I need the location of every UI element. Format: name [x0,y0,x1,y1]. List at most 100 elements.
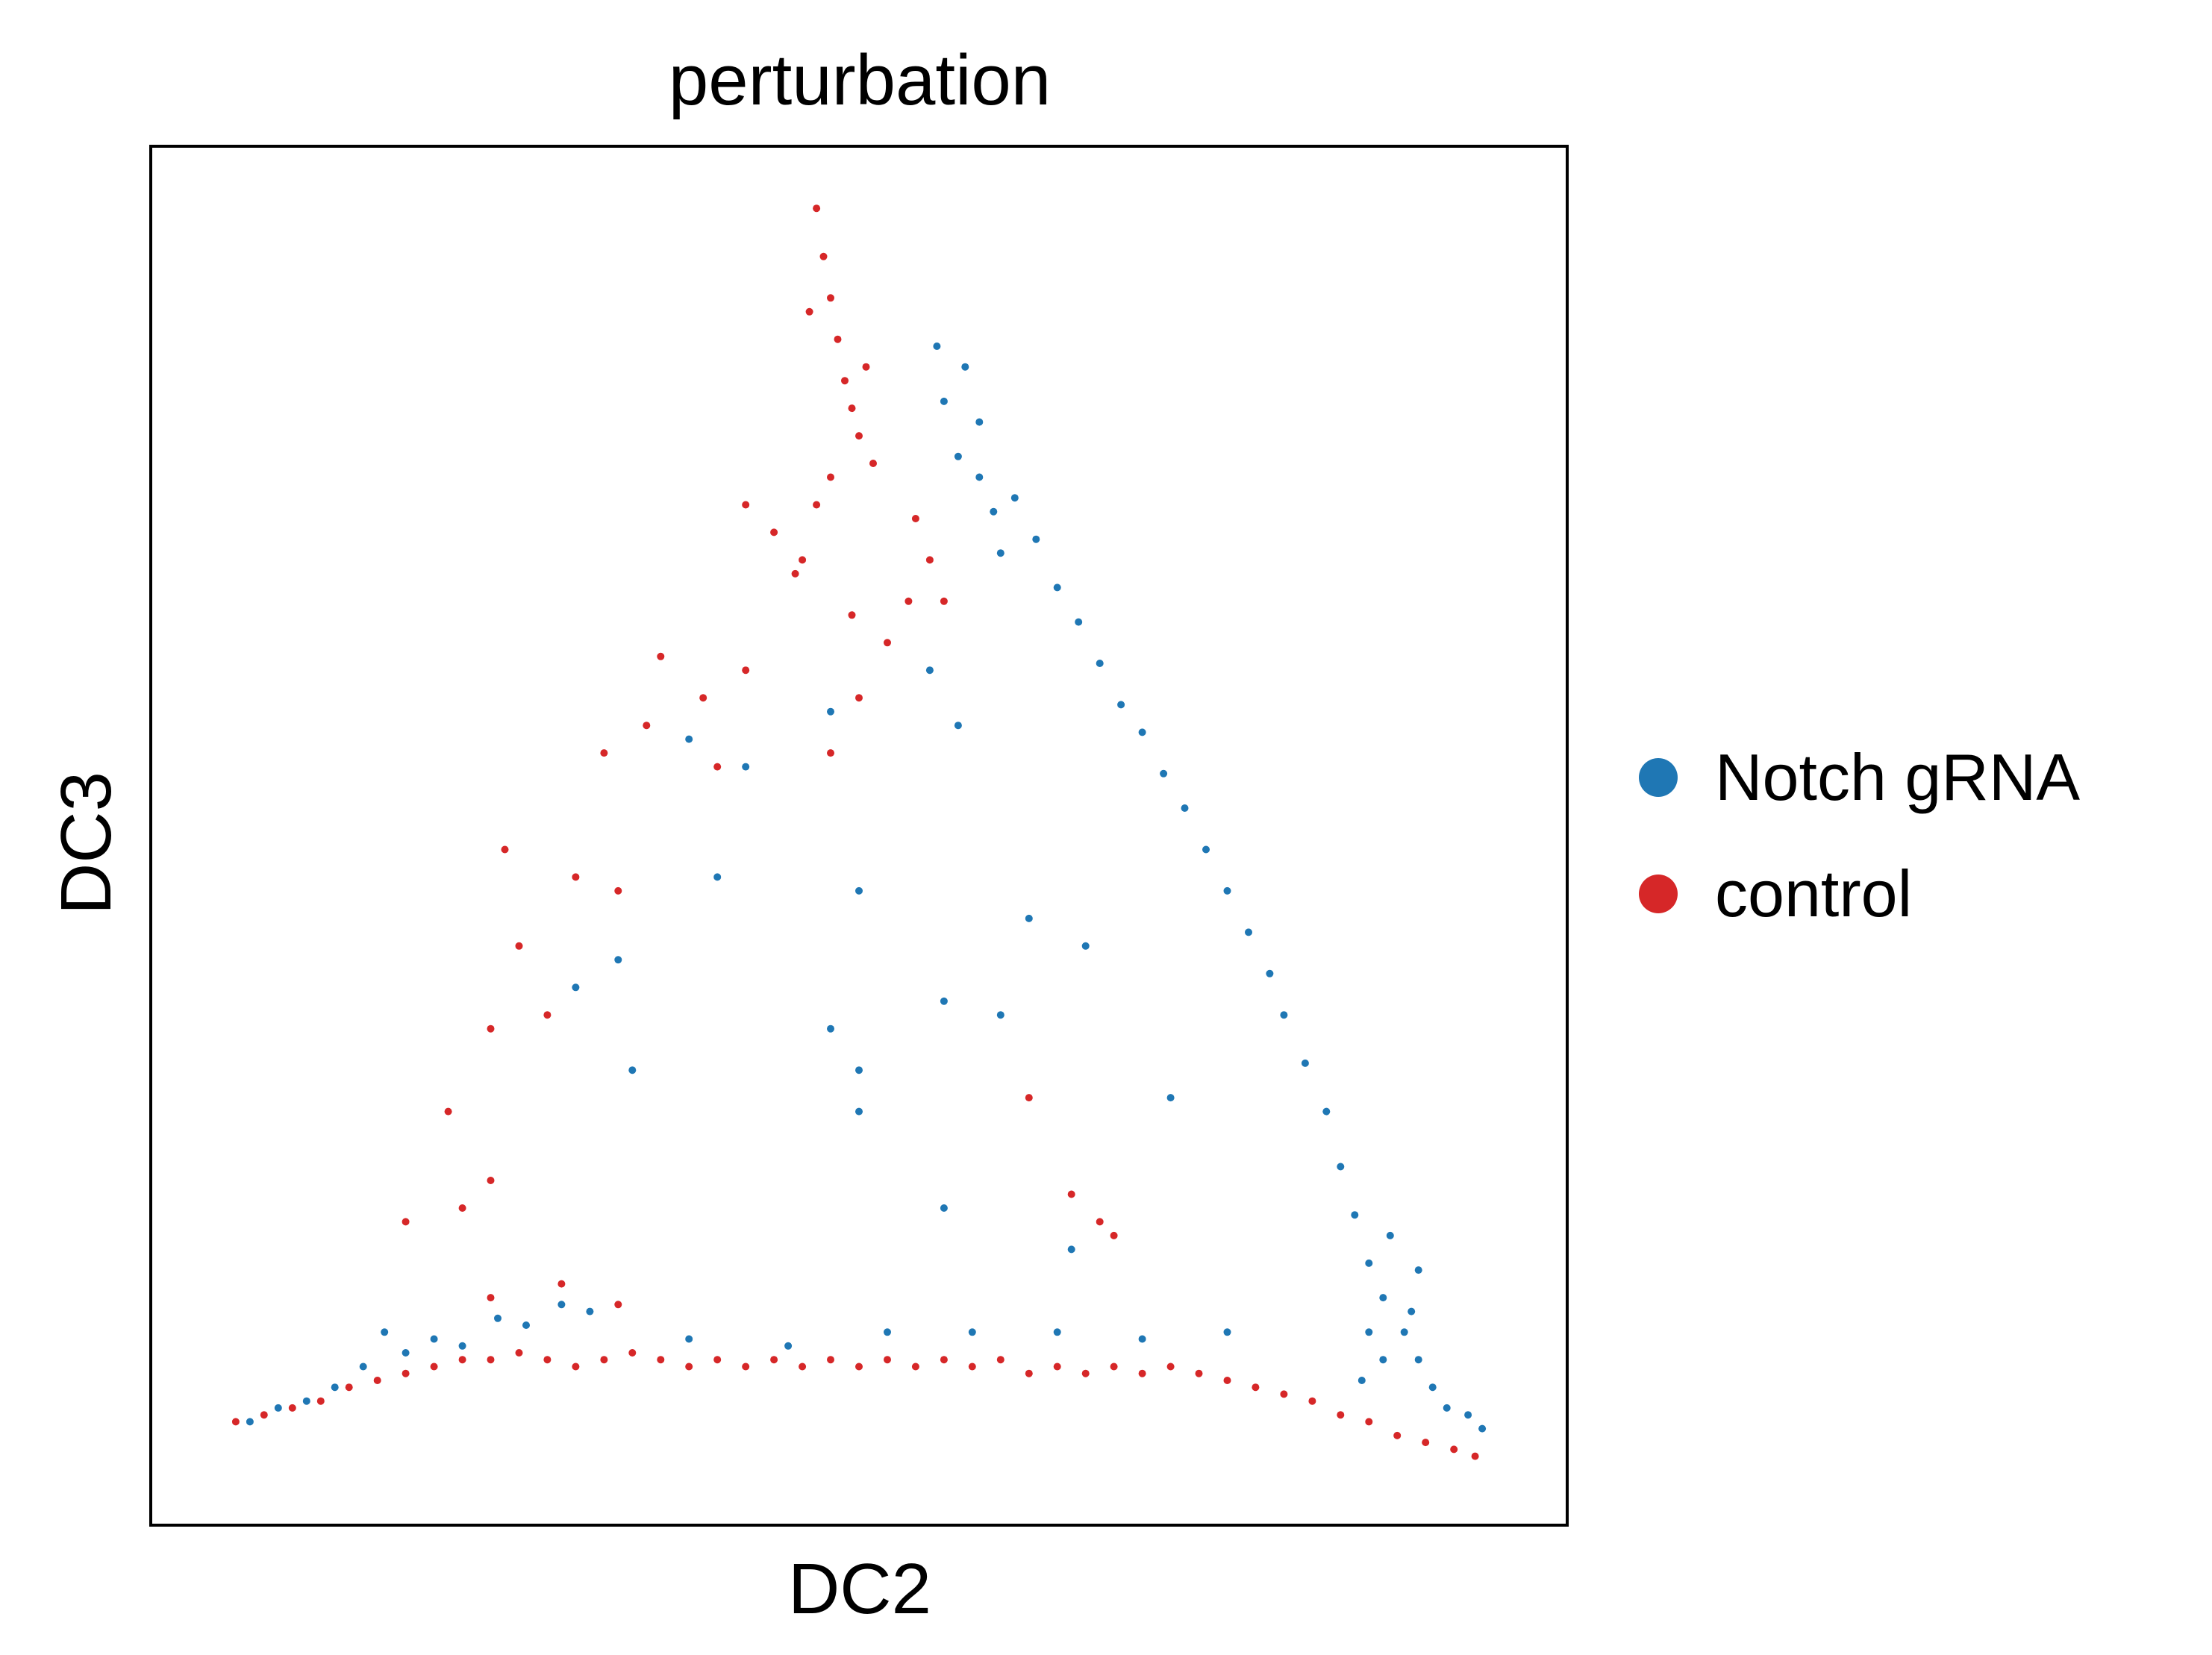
point-0-23 [1322,1107,1331,1116]
point-1-91 [487,1294,495,1302]
point-0-8 [1010,494,1019,502]
point-1-40 [1067,1190,1075,1198]
point-1-8 [862,363,870,371]
point-1-81 [1280,1390,1288,1398]
point-1-24 [657,652,665,660]
point-0-52 [246,1418,254,1426]
point-1-53 [487,1356,495,1364]
point-1-21 [799,556,807,564]
point-1-35 [543,1011,552,1019]
point-1-22 [742,666,750,675]
point-0-39 [1365,1328,1373,1336]
point-0-50 [302,1397,310,1405]
point-0-7 [996,549,1005,557]
point-0-46 [557,1301,566,1309]
point-1-78 [1195,1369,1203,1377]
point-0-21 [1280,1011,1288,1019]
point-1-77 [1166,1363,1175,1371]
point-0-38 [1408,1307,1416,1315]
point-0-54 [784,1342,793,1350]
point-0-71 [827,707,834,716]
point-0-25 [1351,1211,1359,1219]
chart-title: perturbation [669,40,1051,120]
series-0 [246,342,1487,1433]
point-1-50 [402,1369,410,1377]
point-1-38 [458,1204,466,1212]
point-1-27 [827,749,834,757]
point-1-87 [1450,1445,1458,1454]
legend-label-notch: Notch gRNA [1715,740,2080,814]
point-1-18 [905,597,913,605]
point-1-52 [458,1356,466,1364]
point-1-56 [572,1363,580,1371]
point-1-74 [1081,1369,1090,1377]
point-0-59 [1223,1328,1231,1336]
point-0-57 [1053,1328,1061,1336]
point-1-9 [869,460,877,467]
point-0-37 [1357,1377,1366,1384]
point-1-55 [543,1356,552,1364]
point-1-51 [430,1363,438,1371]
point-0-14 [1138,728,1146,736]
point-0-68 [827,1024,834,1033]
point-0-76 [1166,1094,1175,1102]
point-0-0 [933,342,941,350]
point-1-60 [685,1363,693,1371]
point-0-33 [1478,1424,1487,1433]
point-1-88 [1471,1452,1479,1460]
y-axis-label: DC3 [46,772,126,915]
point-1-72 [1025,1369,1033,1377]
point-1-85 [1393,1431,1402,1439]
point-0-13 [1117,701,1125,709]
point-0-12 [1096,660,1104,667]
point-1-0 [813,204,821,213]
point-1-11 [813,501,821,509]
point-1-86 [1422,1439,1430,1447]
point-1-48 [345,1383,353,1392]
point-1-45 [260,1411,268,1419]
point-0-4 [954,452,962,460]
point-1-13 [770,528,778,536]
point-1-12 [791,569,799,578]
point-1-41 [1096,1218,1104,1226]
point-1-5 [848,404,856,413]
point-0-73 [685,735,693,743]
point-1-10 [827,473,834,481]
point-0-19 [1245,928,1252,936]
point-1-36 [444,1107,452,1116]
legend-item-notch: Notch gRNA [1639,740,2080,814]
point-0-24 [1337,1163,1345,1171]
point-0-40 [381,1328,389,1336]
point-1-32 [501,845,509,854]
point-0-56 [968,1328,976,1336]
point-1-57 [600,1356,608,1364]
point-1-44 [231,1418,240,1426]
point-1-17 [940,597,948,605]
point-1-15 [911,515,919,522]
point-0-69 [954,722,962,730]
point-0-18 [1223,886,1231,895]
x-axis-label: DC2 [788,1549,931,1629]
point-0-75 [940,1204,948,1212]
legend-item-control: control [1639,857,1912,930]
point-0-32 [1464,1411,1472,1419]
point-1-7 [805,307,813,316]
point-1-23 [699,694,707,702]
point-0-41 [402,1349,410,1357]
point-0-47 [586,1307,594,1315]
point-1-64 [799,1363,807,1371]
point-1-47 [316,1397,325,1405]
series-1 [231,204,1479,1460]
point-0-10 [1053,584,1061,592]
point-0-28 [1400,1328,1408,1336]
point-1-79 [1223,1377,1231,1384]
point-1-2 [827,294,834,302]
point-0-66 [996,1011,1005,1019]
point-0-43 [458,1342,466,1350]
point-1-80 [1252,1383,1260,1392]
point-1-29 [600,749,608,757]
point-1-25 [643,722,651,730]
point-1-62 [742,1363,750,1371]
point-0-62 [628,1066,637,1074]
point-1-61 [713,1356,722,1364]
